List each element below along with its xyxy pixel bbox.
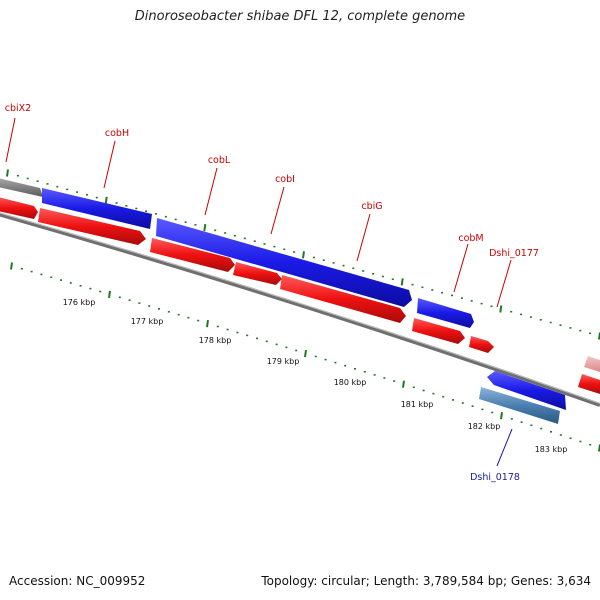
- scale-label-179: 179 kbp: [267, 357, 300, 366]
- gene-feature-cobH[interactable]: [42, 188, 152, 229]
- gene-label-leaders: [5, 117, 512, 308]
- scale-label-178: 178 kbp: [199, 336, 232, 345]
- cds-feature-dshi-0177[interactable]: [469, 336, 494, 353]
- leader-cbiX2: [5, 117, 16, 163]
- major-tick: [500, 412, 503, 420]
- leader-dshi-0178: [496, 428, 513, 467]
- forward-gene-track: [0, 178, 566, 410]
- major-tick: [499, 305, 503, 313]
- gene-label-cobM[interactable]: cobM: [458, 233, 483, 244]
- major-tick: [203, 223, 207, 232]
- gene-label-dshi-0177[interactable]: Dshi_0177: [489, 248, 539, 259]
- gene-label-cobH[interactable]: cobH: [105, 128, 129, 139]
- cds-track: [0, 197, 600, 394]
- major-tick: [10, 262, 13, 270]
- leader-dshi-0177: [496, 259, 512, 308]
- accession-info: Accession: NC_009952: [9, 574, 145, 588]
- top-tick-row: [6, 169, 600, 340]
- topology-value: circular: [321, 574, 366, 588]
- leader-cobM: [453, 243, 469, 293]
- scale-label-183: 183 kbp: [535, 445, 568, 454]
- scale-tick-row: [10, 262, 600, 452]
- gene-label-dshi-0178[interactable]: Dshi_0178: [470, 472, 520, 483]
- genome-backbone-highlight: [0, 212, 600, 404]
- gene-label-cbiG[interactable]: cbiG: [361, 201, 382, 212]
- gene-feature-cobL-cobI-cbiG[interactable]: [156, 218, 412, 307]
- leader-cbiG: [356, 213, 371, 262]
- cds-feature-cobI-cbiG[interactable]: [280, 275, 406, 323]
- genes-label: Genes:: [510, 574, 553, 588]
- major-tick: [304, 349, 307, 358]
- gene-feature-cbiX2[interactable]: [0, 178, 43, 197]
- scale-label-177: 177 kbp: [131, 317, 164, 326]
- gene-feature-dshi-0178[interactable]: [479, 387, 560, 424]
- cds-feature-cobM[interactable]: [412, 318, 465, 344]
- major-tick: [6, 169, 9, 177]
- accession-label: Accession:: [9, 574, 73, 588]
- leader-cobL: [204, 167, 218, 216]
- scale-label-180: 180 kbp: [334, 378, 367, 387]
- cds-feature-cobH[interactable]: [38, 208, 146, 245]
- genes-value: 3,634: [556, 574, 591, 588]
- length-label: Length:: [373, 574, 420, 588]
- topology-label: Topology:: [261, 574, 318, 588]
- gene-feature-dshi-0178-arrow[interactable]: [487, 371, 566, 410]
- major-tick: [108, 290, 111, 299]
- leader-cobI: [270, 186, 285, 235]
- genome-stats: Topology: circular; Length: 3,789,584 bp…: [261, 574, 591, 588]
- cds-feature-right-edge[interactable]: [578, 374, 600, 394]
- gene-label-cobL[interactable]: cobL: [208, 155, 231, 166]
- gene-label-cobI[interactable]: cobI: [275, 174, 295, 185]
- cds-feature-pseudo-right[interactable]: [584, 356, 600, 372]
- major-tick: [206, 319, 209, 328]
- major-tick: [302, 251, 305, 259]
- genome-backbone: [0, 212, 600, 407]
- map-title: Dinoroseobacter shibae DFL 12, complete …: [134, 9, 466, 24]
- cds-feature-cbiX2[interactable]: [0, 197, 38, 219]
- leader-cobH: [103, 140, 116, 189]
- cds-feature-cobL-2[interactable]: [233, 262, 282, 285]
- cds-feature-cobL-1[interactable]: [150, 238, 235, 272]
- scale-label-182: 182 kbp: [468, 422, 501, 431]
- length-value: 3,789,584 bp: [422, 574, 503, 588]
- major-tick: [104, 196, 108, 204]
- accession-value: NC_009952: [76, 574, 146, 588]
- scale-label-181: 181 kbp: [401, 400, 434, 409]
- major-tick: [402, 380, 405, 388]
- major-tick: [400, 278, 404, 286]
- gene-label-cbiX2[interactable]: cbiX2: [5, 103, 31, 114]
- scale-label-176: 176 kbp: [63, 298, 96, 307]
- gene-feature-cobM[interactable]: [417, 298, 474, 328]
